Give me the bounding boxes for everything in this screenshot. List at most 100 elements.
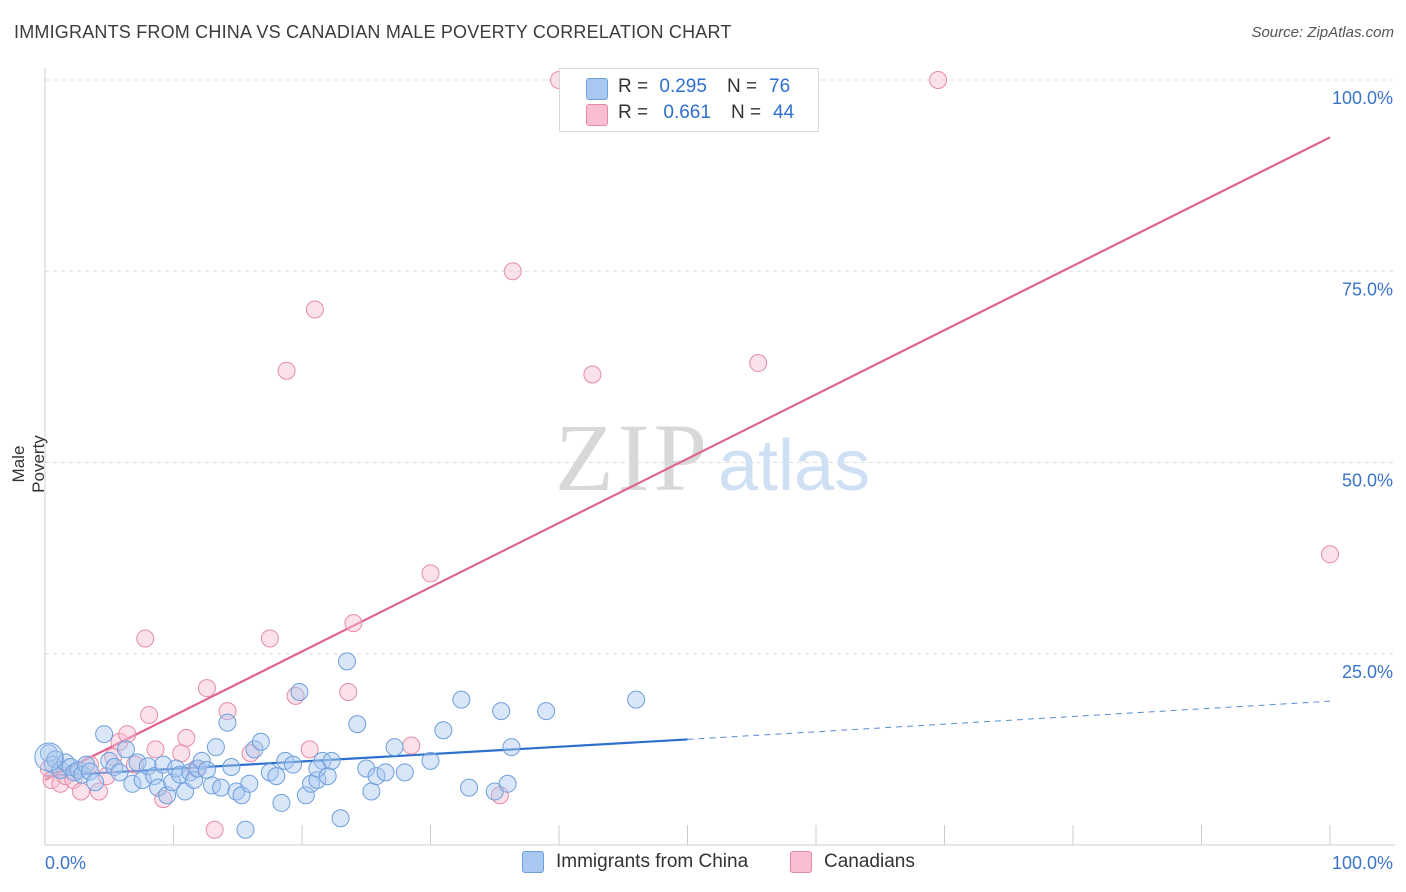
point-china <box>395 763 414 782</box>
legend-label-china: Immigrants from China <box>556 851 749 872</box>
watermark-zip: ZIP <box>555 404 711 511</box>
point-china <box>185 770 204 789</box>
point-china <box>86 773 105 792</box>
point-china <box>149 778 168 797</box>
point-china <box>627 690 646 709</box>
point-canadians <box>205 820 224 839</box>
point-canadians <box>344 614 363 633</box>
point-canadians <box>300 740 319 759</box>
point-china <box>318 767 337 786</box>
point-canadians <box>402 736 421 755</box>
point-china <box>537 702 556 721</box>
point-canadians <box>1321 545 1339 564</box>
point-china <box>492 702 511 721</box>
point-canadians <box>110 732 129 751</box>
point-canadians <box>177 728 196 747</box>
legend-swatch-china <box>522 851 544 873</box>
point-china <box>116 740 135 759</box>
point-china <box>100 751 119 770</box>
point-china <box>272 793 291 812</box>
point-canadians <box>421 564 440 583</box>
chart-title: IMMIGRANTS FROM CHINA VS CANADIAN MALE P… <box>14 22 732 42</box>
legend-swatch-canadians <box>586 104 608 126</box>
point-china <box>460 778 479 797</box>
legend-n-value: 76 <box>769 76 791 97</box>
y-axis-label: Male Poverty <box>9 435 48 493</box>
point-canadians <box>339 683 358 701</box>
point-canadians <box>583 365 602 384</box>
series-legend-china: Immigrants from China <box>522 851 748 873</box>
point-china <box>222 757 241 776</box>
point-china <box>110 763 129 782</box>
trend-lines <box>44 136 1331 781</box>
point-china <box>105 757 124 776</box>
point-china <box>290 683 309 701</box>
point-canadians <box>89 782 108 801</box>
y-tick-label: 100.0% <box>1332 88 1393 108</box>
point-canadians <box>197 679 216 698</box>
point-china <box>218 713 237 732</box>
source-label: Source: ZipAtlas.com <box>1251 24 1394 41</box>
point-canadians <box>42 770 61 789</box>
point-canadians <box>136 629 155 648</box>
legend-n-value: 44 <box>773 102 795 123</box>
legend-r-value: 0.295 <box>659 76 707 97</box>
point-canadians <box>277 361 296 380</box>
trend-line-china <box>44 738 688 778</box>
series-legend-canadians: Canadians <box>790 851 915 873</box>
point-china <box>434 721 453 740</box>
grid-lines <box>45 79 1395 655</box>
point-china <box>197 761 216 780</box>
point-china <box>34 742 64 772</box>
point-china <box>245 740 264 759</box>
point-china <box>163 773 182 792</box>
x-tick-label: 100.0% <box>1332 853 1393 873</box>
axes <box>44 68 1395 846</box>
y-tick-label: 75.0% <box>1342 279 1393 299</box>
point-china <box>46 750 65 769</box>
point-china <box>498 774 517 793</box>
legend-label-canadians: Canadians <box>824 851 915 872</box>
point-china <box>348 715 367 734</box>
point-canadians <box>749 354 768 373</box>
point-china <box>128 753 147 772</box>
point-china <box>251 732 270 751</box>
legend-n-label: N = <box>730 102 762 123</box>
point-canadians <box>260 629 279 648</box>
point-china <box>376 763 395 782</box>
point-china <box>385 738 404 757</box>
stats-legend: R = 0.295 N = 76 R = 0.661 N = 44 <box>559 68 819 132</box>
point-china <box>123 774 142 793</box>
legend-row-canadians: R = 0.661 N = 44 <box>618 101 794 125</box>
x-tick-label: 0.0% <box>45 853 86 873</box>
trend-line-canadians <box>44 136 1331 781</box>
point-china <box>367 767 386 786</box>
point-china <box>362 782 381 801</box>
point-china <box>502 738 521 757</box>
tick-labels: 25.0% 50.0% 75.0% 100.0% 0.0% 100.0% <box>45 88 1393 873</box>
point-china <box>138 757 157 776</box>
legend-n-label: N = <box>726 76 758 97</box>
watermark-atlas: atlas <box>718 426 870 506</box>
point-china <box>284 755 303 774</box>
point-china <box>296 786 315 805</box>
legend-row-china: R = 0.295 N = 76 <box>618 75 790 99</box>
trend-line-china-extension <box>687 700 1331 740</box>
point-china <box>337 652 356 671</box>
point-canadians <box>125 755 144 774</box>
point-china <box>95 725 114 744</box>
point-canadians <box>140 705 159 724</box>
y-tick-label: 25.0% <box>1342 662 1393 682</box>
point-canadians <box>118 725 137 744</box>
point-china <box>308 759 327 778</box>
point-china <box>80 762 99 781</box>
point-china <box>322 751 341 770</box>
point-canadians <box>503 262 522 281</box>
point-china <box>192 751 211 770</box>
point-china <box>357 759 376 778</box>
point-china <box>452 690 471 709</box>
point-canadians <box>80 755 99 774</box>
point-canadians <box>305 300 324 319</box>
legend-r-value: 0.661 <box>663 102 711 123</box>
legend-swatch-china <box>586 78 608 100</box>
